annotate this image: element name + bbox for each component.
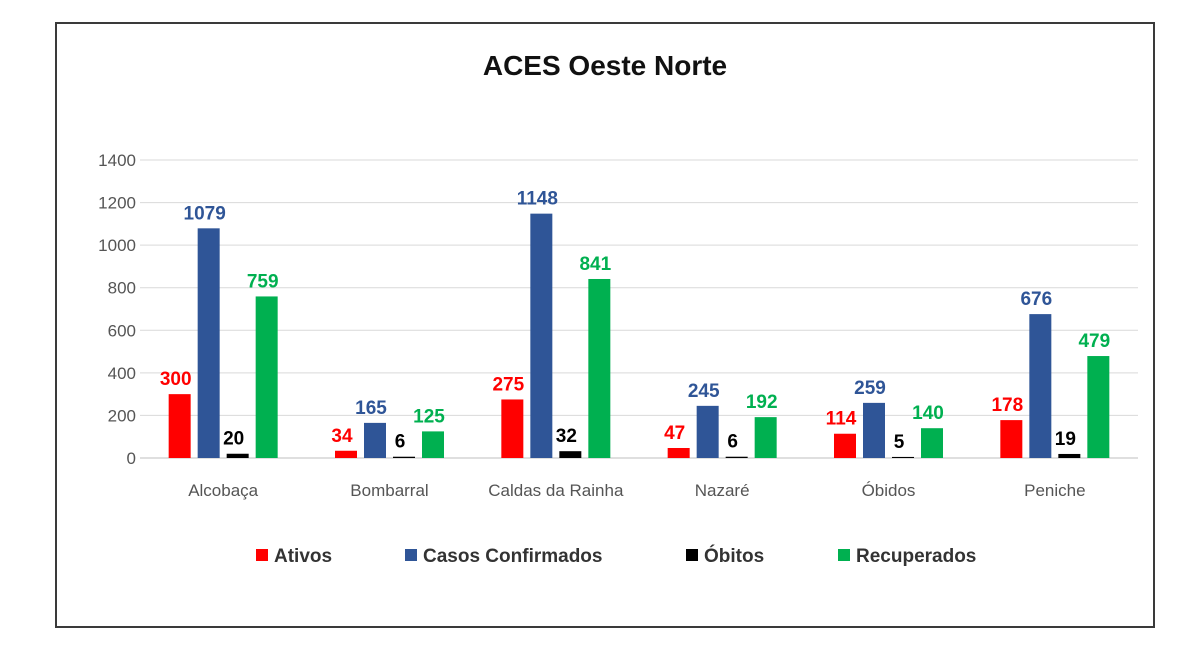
y-axis-ticks: 0 200 400 600 800 1000 1200 1400	[98, 151, 136, 468]
bar	[667, 447, 690, 458]
y-tick-label: 600	[108, 321, 136, 340]
y-tick-label: 1000	[98, 236, 136, 255]
bar	[422, 431, 444, 458]
bar	[559, 451, 582, 458]
data-label: 5	[894, 432, 905, 453]
chart-title: ACES Oeste Norte	[483, 50, 727, 81]
bar	[892, 456, 914, 458]
data-labels: 3001079207593416561252751148328414724561…	[160, 189, 1110, 453]
bar	[588, 278, 611, 458]
data-label: 32	[556, 426, 577, 447]
bar	[226, 453, 249, 458]
data-label: 1079	[184, 203, 226, 224]
bar	[1087, 356, 1110, 458]
legend-label: Ativos	[274, 546, 332, 567]
bar	[530, 213, 553, 458]
legend-swatch	[838, 549, 850, 561]
data-label: 114	[826, 409, 857, 430]
bar	[834, 433, 856, 458]
x-category-label: Alcobaça	[188, 481, 258, 500]
bar	[921, 428, 943, 458]
y-tick-label: 0	[127, 449, 136, 468]
data-label: 479	[1078, 331, 1110, 352]
legend: Ativos Casos Confirmados Óbitos Recuperados	[256, 545, 976, 567]
legend-swatch	[405, 549, 417, 561]
data-label: 20	[223, 429, 244, 450]
legend-label: Recuperados	[856, 546, 976, 567]
x-category-label: Peniche	[1024, 481, 1085, 500]
data-label: 125	[413, 406, 445, 427]
data-label: 676	[1020, 289, 1052, 310]
bar	[197, 228, 220, 458]
bar	[863, 402, 885, 458]
bar	[168, 394, 191, 458]
bar	[696, 405, 719, 458]
gridlines	[140, 159, 1138, 459]
bar	[1058, 453, 1081, 458]
data-label: 6	[395, 432, 406, 453]
data-label: 140	[912, 403, 944, 424]
y-tick-label: 800	[108, 279, 136, 298]
data-label: 245	[688, 381, 720, 402]
x-category-label: Bombarral	[350, 481, 428, 500]
data-label: 759	[247, 271, 279, 292]
bar	[335, 450, 357, 458]
data-label: 259	[854, 378, 886, 399]
bar	[393, 456, 415, 458]
bar	[1029, 314, 1052, 458]
data-label: 841	[579, 254, 611, 275]
data-label: 300	[160, 369, 192, 390]
data-label: 192	[746, 392, 778, 413]
y-tick-label: 200	[108, 406, 136, 425]
legend-swatch	[686, 549, 698, 561]
bar	[501, 399, 524, 458]
data-label: 47	[664, 423, 685, 444]
bar	[1000, 420, 1023, 458]
data-label: 275	[492, 374, 524, 395]
data-label: 178	[991, 395, 1023, 416]
x-category-label: Caldas da Rainha	[488, 481, 624, 500]
bars	[168, 213, 1110, 458]
data-label: 34	[331, 426, 353, 447]
legend-swatch	[256, 549, 268, 561]
legend-label: Óbitos	[704, 545, 764, 567]
legend-label: Casos Confirmados	[423, 546, 602, 567]
bar	[754, 417, 777, 458]
data-label: 1148	[517, 189, 558, 210]
bar	[255, 296, 278, 458]
bar	[725, 456, 748, 458]
bar	[364, 422, 386, 458]
data-label: 6	[727, 432, 738, 453]
data-label: 19	[1055, 429, 1076, 450]
y-tick-label: 1200	[98, 194, 136, 213]
y-tick-label: 1400	[98, 151, 136, 170]
x-axis-categories: Alcobaça Bombarral Caldas da Rainha Nazaré Ó…	[188, 481, 1085, 500]
data-label: 165	[355, 398, 387, 419]
y-tick-label: 400	[108, 364, 136, 383]
x-category-label: Óbidos	[862, 481, 916, 500]
x-category-label: Nazaré	[695, 481, 750, 500]
